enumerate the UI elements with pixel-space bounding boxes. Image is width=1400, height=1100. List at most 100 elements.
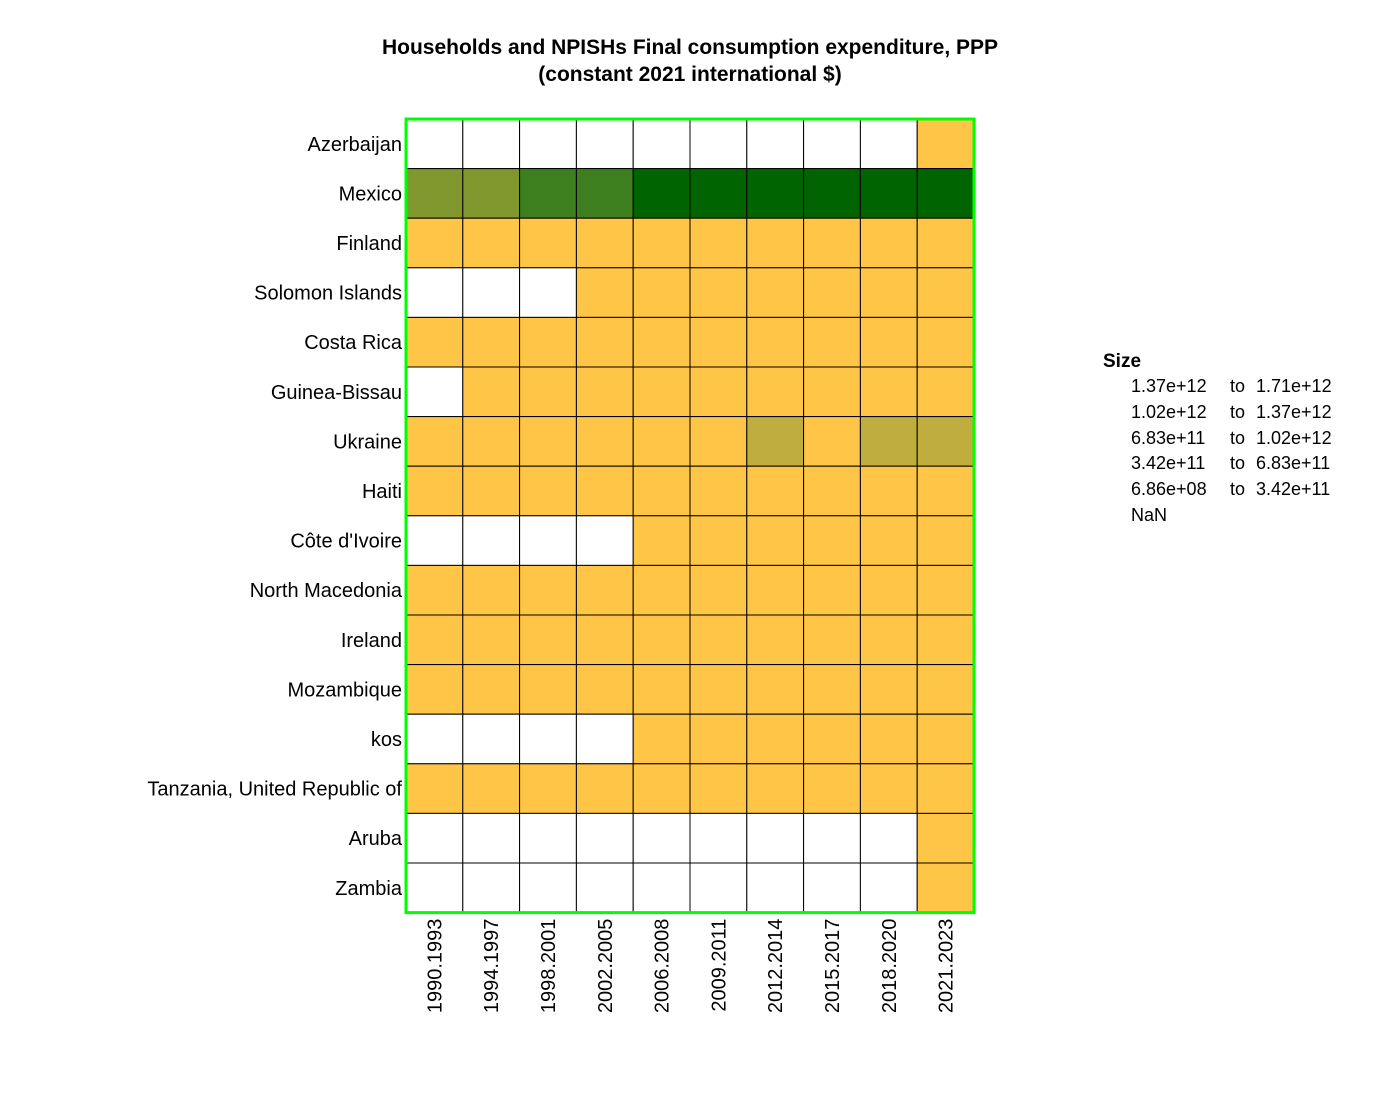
heatmap-cell	[462, 168, 521, 219]
x-tick-label: 2002.2005	[595, 919, 617, 1014]
heatmap-cell	[746, 416, 805, 467]
heatmap-cell	[575, 366, 634, 418]
heatmap-cell	[803, 416, 861, 467]
heatmap-cell	[859, 564, 918, 616]
heatmap-cell	[859, 366, 918, 418]
heatmap-cell	[462, 812, 521, 864]
heatmap-cell	[916, 614, 975, 666]
heatmap-cell	[689, 118, 748, 170]
legend-to: 3.42e+11	[1256, 479, 1331, 500]
legend-from: NaN	[1131, 504, 1168, 525]
y-tick-label: Ukraine	[333, 431, 402, 453]
y-tick-label: Zambia	[335, 878, 403, 900]
heatmap-cell	[405, 564, 464, 616]
x-tick-label: 2015.2017	[822, 919, 844, 1014]
heatmap-cell	[859, 416, 918, 467]
heatmap-cell	[519, 564, 577, 616]
heatmap-cell	[859, 465, 918, 517]
heatmap-cell	[803, 812, 861, 864]
x-tick-label: 2018.2020	[879, 919, 901, 1014]
y-tick-label: Mozambique	[287, 679, 402, 701]
heatmap-cell	[519, 366, 577, 418]
heatmap-cell	[916, 316, 975, 368]
heatmap-cell	[462, 267, 521, 318]
heatmap-cell	[575, 713, 634, 765]
heatmap-cell	[462, 118, 521, 170]
heatmap-cell	[519, 862, 577, 914]
legend-to-word: to	[1229, 401, 1245, 422]
heatmap-cell	[575, 416, 634, 467]
y-tick-label: Solomon Islands	[254, 283, 402, 305]
heatmap-cell	[859, 118, 918, 170]
y-tick-label: Guinea-Bissau	[271, 382, 402, 404]
heatmap-cell	[859, 763, 918, 814]
legend-to: 6.83e+11	[1256, 453, 1331, 474]
y-tick-label: kos	[371, 729, 402, 751]
heatmap-cell	[746, 465, 805, 517]
heatmap-cell	[405, 217, 464, 269]
heatmap-cell	[462, 316, 521, 368]
heatmap-cells	[405, 118, 975, 914]
x-tick-label: 1994.1997	[481, 919, 503, 1014]
heatmap-cell	[575, 564, 634, 616]
heatmap-cell	[632, 515, 691, 566]
heatmap-cell	[632, 316, 691, 368]
heatmap-cell	[519, 465, 577, 517]
legend-rows: 1.37e+12 to 1.71e+12 1.02e+12 to 1.37e+12 6.83…	[1103, 374, 1332, 529]
heatmap-cell	[462, 515, 521, 566]
heatmap-cell	[689, 217, 748, 269]
x-tick-label: 2021.2023	[936, 919, 958, 1014]
heatmap-cell	[575, 168, 634, 219]
heatmap-cell	[803, 763, 861, 814]
legend-to: 1.37e+12	[1256, 401, 1332, 422]
x-axis-labels: 1990.1993 1994.1997 1998.2001 2002.2005 2006…	[424, 919, 957, 1014]
heatmap-cell	[405, 664, 464, 715]
heatmap-cell	[519, 664, 577, 715]
heatmap-cell	[803, 713, 861, 765]
heatmap-cell	[405, 366, 464, 418]
heatmap-cell	[859, 664, 918, 715]
heatmap-cell	[405, 416, 464, 467]
heatmap-cell	[519, 316, 577, 368]
heatmap-cell	[632, 862, 691, 914]
heatmap-cell	[689, 316, 748, 368]
heatmap-cell	[803, 168, 861, 219]
heatmap-cell	[519, 763, 577, 814]
legend-entry: 1.02e+12 to 1.37e+12	[1103, 400, 1332, 426]
heatmap-cell	[405, 862, 464, 914]
heatmap-cell	[859, 168, 918, 219]
heatmap-cell	[405, 763, 464, 814]
legend-to: 1.71e+12	[1256, 376, 1332, 396]
legend-entry: 3.42e+11 to 6.83e+11	[1103, 451, 1332, 477]
heatmap-cell	[689, 664, 748, 715]
heatmap-cell	[916, 862, 975, 914]
heatmap-cell	[575, 118, 634, 170]
heatmap-cell	[632, 416, 691, 467]
heatmap-cell	[916, 416, 975, 467]
heatmap-cell	[859, 862, 918, 914]
heatmap-cell	[916, 763, 975, 814]
heatmap-cell	[803, 515, 861, 566]
x-tick-label: 2012.2014	[765, 919, 787, 1014]
chart-title: Households and NPISHs Final consumption …	[180, 34, 1200, 88]
legend: Size 1.37e+12 to 1.71e+12 1.02e+12 to 1.37e+1…	[1103, 350, 1332, 529]
heatmap-cell	[462, 713, 521, 765]
heatmap-cell	[689, 366, 748, 418]
heatmap-cell	[916, 564, 975, 616]
heatmap-cell	[803, 316, 861, 368]
heatmap-cell	[746, 168, 805, 219]
heatmap-cell	[746, 564, 805, 616]
x-tick-label: 1998.2001	[538, 919, 560, 1014]
heatmap-cell	[689, 416, 748, 467]
legend-from: 1.37e+12	[1131, 376, 1207, 396]
heatmap-cell	[803, 118, 861, 170]
legend-entry: 1.37e+12 to 1.71e+12	[1103, 374, 1332, 400]
heatmap-cell	[859, 267, 918, 318]
heatmap-cell	[746, 267, 805, 318]
legend-to-word: to	[1229, 427, 1245, 448]
heatmap-cell	[689, 168, 748, 219]
heatmap-cell	[632, 267, 691, 318]
heatmap-cell	[575, 267, 634, 318]
legend-entry: 6.83e+11 to 1.02e+12	[1103, 426, 1332, 452]
heatmap-cell	[575, 614, 634, 666]
